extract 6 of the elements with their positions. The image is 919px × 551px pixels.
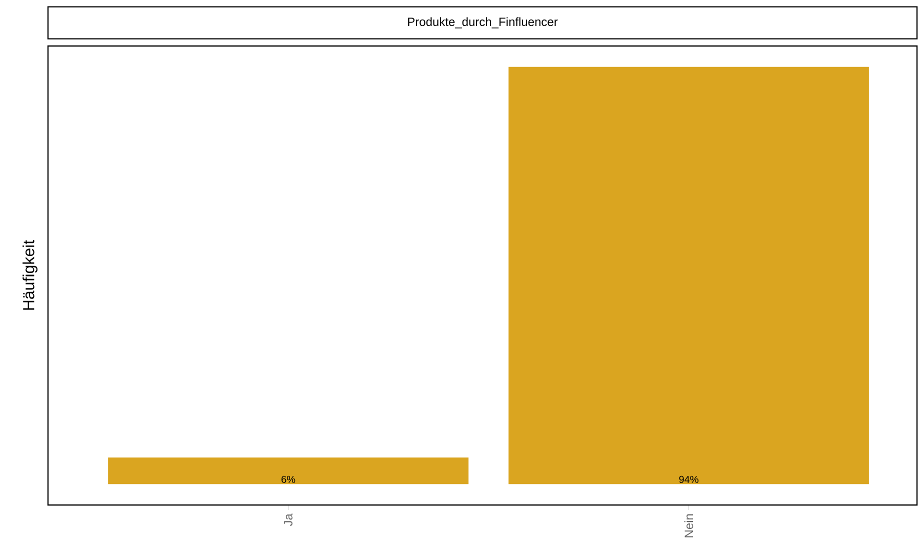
x-tick-label: Ja — [284, 514, 292, 526]
data-label: 94% — [679, 476, 698, 483]
x-tick-label: Nein — [684, 514, 694, 538]
chart-title: Produkte_durch_Finfluencer — [408, 17, 558, 28]
data-label: 6% — [282, 476, 296, 483]
y-axis-title: Häufigkeit — [22, 240, 38, 310]
